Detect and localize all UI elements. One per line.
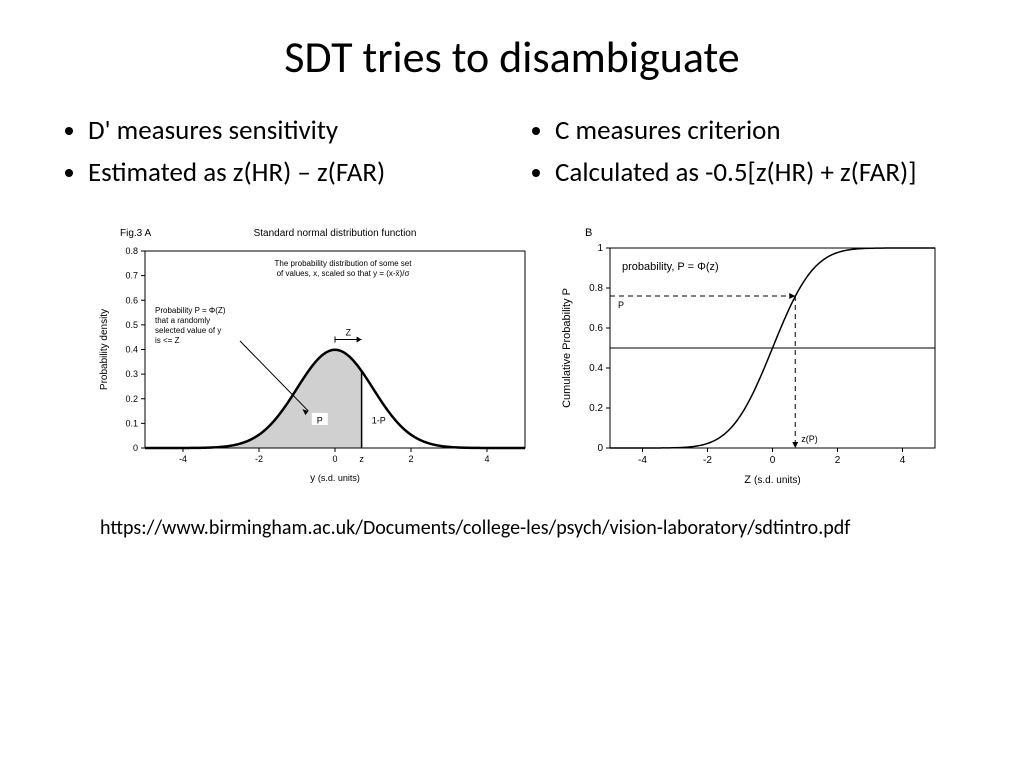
right-column: C measures criterion Calculated as -0.5[… — [527, 114, 964, 198]
svg-text:0: 0 — [332, 454, 337, 464]
figure-a-svg: Fig.3 A Standard normal distribution func… — [90, 223, 540, 493]
figure-b: B 0 0.2 0.4 0.6 0.8 1 -4 -2 0 2 4 Cumulative Probabi… — [550, 223, 950, 498]
svg-text:0.3: 0.3 — [125, 369, 138, 379]
svg-text:0.6: 0.6 — [125, 295, 138, 305]
svg-text:2: 2 — [835, 455, 841, 466]
svg-text:that a randomly: that a randomly — [155, 316, 210, 325]
left-bullet-list: D' measures sensitivity Estimated as z(H… — [60, 114, 497, 190]
svg-text:Probability P = Φ(Z): Probability P = Φ(Z) — [155, 306, 226, 315]
slide-title: SDT tries to disambiguate — [40, 30, 984, 84]
bullet-item: Estimated as z(HR) – z(FAR) — [88, 156, 497, 190]
svg-text:0.8: 0.8 — [589, 283, 603, 294]
svg-text:0.1: 0.1 — [125, 418, 138, 428]
left-column: D' measures sensitivity Estimated as z(H… — [60, 114, 497, 198]
svg-text:Z (s.d. units): Z (s.d. units) — [744, 474, 800, 486]
svg-text:Probability density: Probability density — [99, 308, 110, 389]
svg-text:0.4: 0.4 — [589, 363, 603, 374]
svg-text:-2: -2 — [703, 455, 712, 466]
figure-row: Fig.3 A Standard normal distribution func… — [40, 223, 984, 498]
svg-text:-4: -4 — [179, 454, 187, 464]
svg-text:of values, x, scaled so that y: of values, x, scaled so that y = (x-x̄)/… — [277, 269, 410, 278]
svg-text:z(P): z(P) — [801, 434, 818, 444]
svg-text:0.8: 0.8 — [125, 246, 138, 256]
svg-text:Fig.3 A: Fig.3 A — [120, 228, 151, 239]
svg-text:P: P — [618, 300, 624, 310]
svg-text:Z: Z — [346, 327, 352, 337]
svg-text:0.6: 0.6 — [589, 323, 603, 334]
svg-text:2: 2 — [408, 454, 413, 464]
svg-text:0.2: 0.2 — [125, 393, 138, 403]
bullet-item: Calculated as -0.5[z(HR) + z(FAR)] — [555, 156, 964, 190]
bullet-item: C measures criterion — [555, 114, 964, 148]
svg-text:0.4: 0.4 — [125, 344, 138, 354]
svg-text:0.2: 0.2 — [589, 403, 603, 414]
svg-text:0: 0 — [770, 455, 776, 466]
svg-text:B: B — [585, 227, 592, 239]
svg-text:0: 0 — [597, 443, 603, 454]
svg-text:0.5: 0.5 — [125, 319, 138, 329]
svg-text:1-P: 1-P — [372, 415, 386, 425]
svg-text:4: 4 — [900, 455, 906, 466]
svg-text:is <= Z: is <= Z — [155, 336, 180, 345]
svg-text:4: 4 — [484, 454, 489, 464]
svg-text:selected value of y: selected value of y — [155, 326, 221, 335]
right-bullet-list: C measures criterion Calculated as -0.5[… — [527, 114, 964, 190]
slide: SDT tries to disambiguate D' measures se… — [0, 0, 1024, 768]
svg-text:0: 0 — [133, 443, 138, 453]
svg-text:-4: -4 — [638, 455, 647, 466]
svg-text:0.7: 0.7 — [125, 270, 138, 280]
two-column-body: D' measures sensitivity Estimated as z(H… — [40, 114, 984, 198]
bullet-item: D' measures sensitivity — [88, 114, 497, 148]
source-url: https://www.birmingham.ac.uk/Documents/c… — [40, 516, 984, 541]
svg-text:y (s.d. units): y (s.d. units) — [310, 473, 360, 484]
svg-text:-2: -2 — [255, 454, 263, 464]
svg-text:The probability distribution o: The probability distribution of some set — [275, 259, 413, 268]
svg-text:P: P — [317, 415, 323, 425]
figure-b-svg: B 0 0.2 0.4 0.6 0.8 1 -4 -2 0 2 4 Cumulative Probabi… — [550, 223, 950, 493]
svg-text:z: z — [359, 454, 364, 464]
svg-text:1: 1 — [597, 243, 603, 254]
svg-text:probability, P = Φ(z): probability, P = Φ(z) — [622, 261, 719, 273]
svg-text:Cumulative Probability P: Cumulative Probability P — [561, 288, 573, 408]
svg-text:Standard normal distribution f: Standard normal distribution function — [254, 228, 417, 239]
figure-a: Fig.3 A Standard normal distribution func… — [90, 223, 540, 498]
